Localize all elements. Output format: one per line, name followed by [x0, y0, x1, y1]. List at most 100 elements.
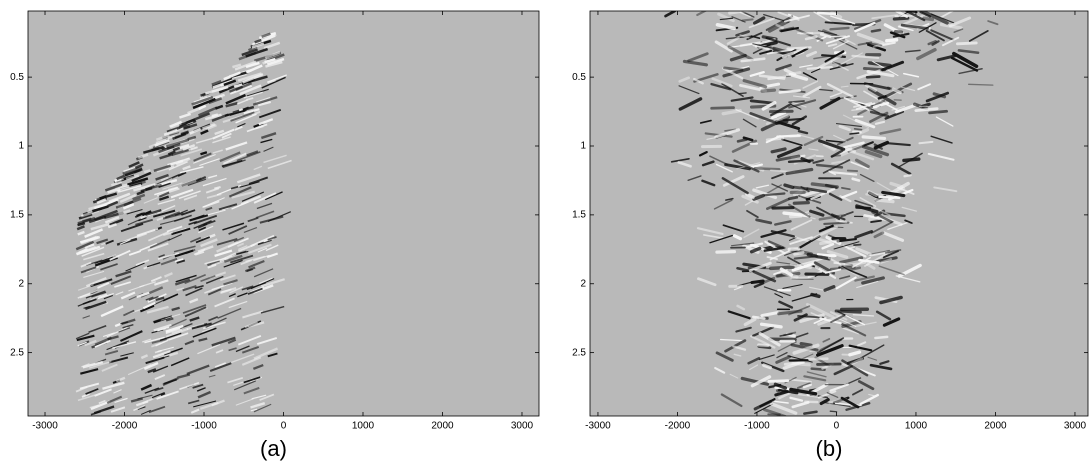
reflection	[251, 110, 261, 116]
reflection	[150, 276, 162, 283]
reflection	[260, 138, 273, 144]
reflection	[805, 302, 835, 319]
reflection	[158, 182, 171, 188]
reflection	[216, 237, 238, 246]
reflection	[753, 16, 766, 25]
reflection	[100, 305, 124, 318]
reflection	[776, 351, 788, 359]
reflection	[139, 304, 155, 313]
reflection	[223, 279, 238, 286]
reflection	[789, 263, 812, 270]
reflection	[197, 223, 208, 229]
reflection	[793, 313, 808, 322]
reflection	[230, 111, 255, 122]
reflection	[184, 339, 195, 346]
reflection	[763, 192, 786, 197]
reflection	[178, 190, 201, 200]
reflection	[232, 63, 242, 69]
reflection	[267, 79, 276, 84]
reflection	[267, 352, 278, 358]
reflection	[166, 138, 190, 148]
reflection	[715, 163, 733, 173]
reflection	[202, 177, 227, 187]
reflection	[859, 393, 879, 406]
reflection	[791, 262, 816, 272]
reflection	[783, 183, 795, 190]
reflection	[786, 46, 812, 50]
reflection	[174, 278, 191, 286]
reflection	[156, 205, 176, 214]
reflection	[239, 181, 260, 188]
reflection	[810, 68, 821, 74]
reflection	[925, 91, 950, 103]
reflection	[874, 335, 889, 340]
reflection	[765, 114, 789, 126]
reflection	[221, 207, 229, 211]
reflection	[870, 28, 882, 33]
reflection	[253, 268, 274, 278]
reflection	[724, 163, 751, 171]
reflection	[842, 146, 857, 153]
caption: (b)	[816, 436, 843, 461]
reflection	[879, 360, 890, 365]
reflection	[114, 281, 131, 288]
reflection	[137, 153, 149, 159]
reflection	[184, 274, 206, 285]
plot-frame	[589, 10, 1089, 417]
reflection	[953, 28, 964, 33]
reflection	[782, 211, 810, 218]
reflection	[200, 129, 209, 135]
reflection	[766, 244, 775, 247]
reflection	[881, 60, 905, 72]
reflection	[77, 230, 85, 236]
reflection	[163, 347, 183, 356]
reflection	[816, 253, 837, 257]
reflection	[266, 74, 287, 83]
reflection	[84, 243, 95, 249]
reflection	[240, 259, 252, 266]
reflection	[833, 241, 860, 250]
reflection	[729, 373, 739, 379]
reflection	[829, 410, 838, 413]
reflection	[957, 49, 980, 54]
reflection	[114, 397, 128, 404]
reflection	[208, 374, 216, 378]
reflection	[220, 288, 232, 293]
x-tick-label: 2000	[984, 421, 1007, 432]
reflection	[179, 322, 193, 330]
reflection	[753, 167, 781, 171]
reflection	[925, 29, 945, 42]
reflection	[806, 252, 832, 261]
reflection	[198, 337, 208, 342]
reflection	[107, 222, 117, 229]
reflection	[839, 195, 852, 203]
reflection	[149, 238, 171, 249]
reflection	[193, 214, 218, 225]
reflection	[104, 215, 120, 224]
reflection	[854, 230, 874, 239]
reflection	[141, 210, 152, 217]
reflection	[825, 35, 850, 45]
reflection	[218, 203, 238, 211]
reflection	[874, 198, 895, 204]
reflection	[819, 88, 833, 92]
reflection	[204, 113, 222, 121]
reflection	[903, 174, 912, 178]
reflection	[722, 224, 745, 233]
reflection	[862, 66, 887, 72]
reflection	[189, 316, 200, 322]
reflection	[200, 151, 208, 156]
reflection	[145, 296, 154, 301]
reflection	[187, 106, 202, 115]
reflection	[168, 233, 182, 241]
reflection	[854, 158, 870, 169]
reflection	[892, 32, 910, 38]
reflection	[241, 285, 254, 291]
reflection	[216, 241, 239, 253]
reflection	[742, 79, 768, 89]
reflection	[182, 304, 207, 314]
reflection	[701, 160, 715, 167]
reflection	[832, 396, 850, 404]
reflection	[134, 163, 144, 170]
reflection	[195, 137, 213, 144]
